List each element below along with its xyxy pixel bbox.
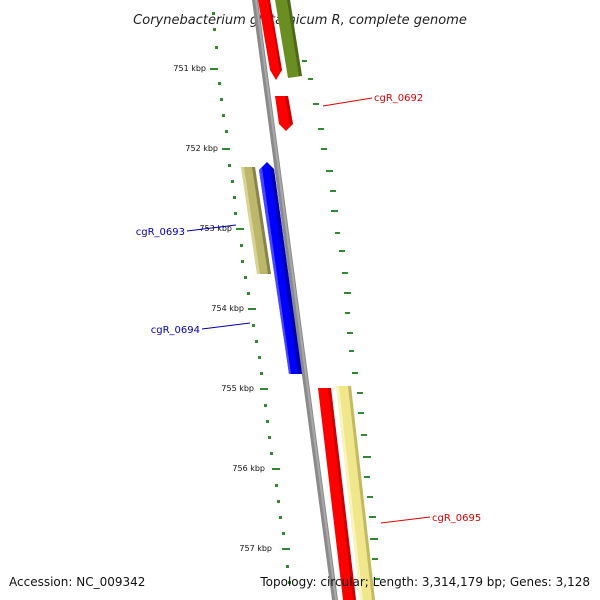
genome-backbone-highlight [255,0,337,600]
tick-label: 755 kbp [221,384,254,393]
kbp-tick-marks [210,68,290,550]
gene-labels: cgR_0692 cgR_0693 cgR_0694 cgR_0695 [136,93,482,524]
inner-dot-track [212,12,291,584]
accession-text: Accession: NC_009342 [9,575,145,589]
outer-dot-track [302,60,380,580]
gene-red-bottom[interactable] [318,388,356,600]
gene-label-leaders [186,97,431,524]
tick-label: 757 kbp [239,544,272,553]
tick-label: 756 kbp [232,464,265,473]
gene-cgR_0695[interactable] [336,386,375,600]
gene-label-cgR_0692[interactable]: cgR_0692 [374,93,423,104]
gene-red-top[interactable] [258,0,282,80]
gene-label-cgR_0694[interactable]: cgR_0694 [151,325,200,336]
gene-label-cgR_0693[interactable]: cgR_0693 [136,227,185,238]
tick-label: 753 kbp [199,224,232,233]
tick-label: 751 kbp [173,64,206,73]
gene-label-cgR_0695[interactable]: cgR_0695 [432,513,481,524]
tick-label: 754 kbp [211,304,244,313]
kbp-tick-labels: 751 kbp 752 kbp 753 kbp 754 kbp 755 kbp … [173,64,272,553]
map-title: Corynebacterium glutamicum R, complete g… [133,13,467,28]
gene-features [241,0,375,600]
gene-olive-top[interactable] [275,0,302,78]
tick-label: 752 kbp [185,144,218,153]
topology-text: Topology: circular; Length: 3,314,179 bp… [259,575,590,589]
gene-cgR_0693[interactable] [241,167,271,274]
